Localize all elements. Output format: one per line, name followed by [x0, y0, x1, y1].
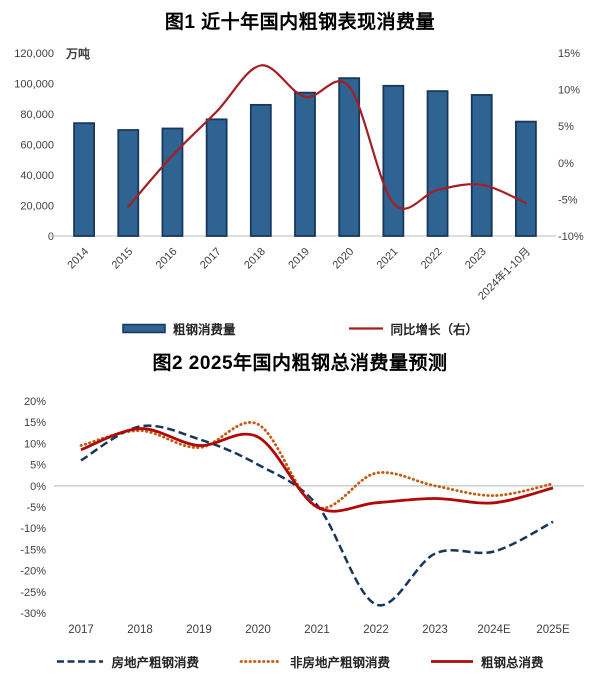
- left-axis-tick-label: 20,000: [20, 201, 54, 213]
- y-axis-tick-label: -10%: [20, 523, 46, 535]
- legend-item-crude-steel-consumption: 粗钢消费量: [122, 319, 236, 338]
- dashed-line-legend-swatch-icon: [57, 659, 104, 663]
- bar-2016: [161, 127, 184, 237]
- solid-line-legend-swatch-icon: [431, 659, 473, 663]
- figure2-title: 图2 2025年国内粗钢总消费量预测: [152, 353, 448, 374]
- legend-label: 房地产粗钢消费: [111, 655, 199, 670]
- left-axis-tick-label: 120,000: [14, 48, 54, 60]
- bar-2018: [249, 103, 272, 237]
- legend-label: 非房地产粗钢消费: [289, 655, 390, 670]
- bar-2024年1-10月: [515, 120, 537, 237]
- legend-label: 粗钢总消费: [481, 655, 544, 670]
- 非房地产粗钢消费-line: [79, 421, 555, 510]
- right-axis-tick-label: 0%: [558, 158, 574, 170]
- bar-2020: [338, 77, 361, 237]
- figure1-chart: 120,000 100,000 80,000 60,000 40,000 20,000 0 万…: [14, 46, 584, 303]
- x-axis-tick-label: 2020: [331, 246, 357, 272]
- left-axis-tick-label: 60,000: [20, 140, 54, 152]
- legend-label: 同比增长（右）: [390, 322, 479, 337]
- left-axis-tick-label: 40,000: [20, 170, 54, 182]
- y-axis-tick-label: -15%: [20, 544, 46, 556]
- x-axis-tick-label: 2020: [245, 624, 271, 636]
- x-axis-tick-label: 2015: [110, 246, 136, 272]
- y-axis-tick-label: -20%: [20, 566, 46, 578]
- bar-2014: [73, 122, 95, 237]
- bar-2017: [205, 118, 228, 237]
- y-axis-tick-label: -5%: [26, 502, 46, 514]
- y-axis-tick-label: 20%: [24, 396, 46, 408]
- legend-item-total-steel: 粗钢总消费: [430, 652, 544, 671]
- x-axis-tick-label: 2017: [198, 246, 224, 272]
- x-axis-tick-label: 2024E: [477, 624, 511, 636]
- x-axis-tick-label: 2018: [127, 624, 153, 636]
- line-legend-swatch-icon: [348, 326, 383, 330]
- legend-item-non-property-steel: 非房地产粗钢消费: [239, 652, 390, 671]
- legend-item-yoy-growth: 同比增长（右）: [348, 319, 479, 338]
- 粗钢总消费-line: [80, 427, 554, 513]
- x-axis-tick-label: 2019: [186, 624, 212, 636]
- x-axis-tick-label: 2022: [419, 246, 445, 272]
- right-axis-tick-label: -5%: [558, 194, 578, 206]
- x-axis-tick-label: 2017: [68, 624, 94, 636]
- right-axis-tick-label: 10%: [558, 85, 580, 97]
- x-axis-tick-label: 2023: [422, 624, 448, 636]
- figure2-legend: 房地产粗钢消费 非房地产粗钢消费 粗钢总消费: [0, 649, 600, 673]
- x-axis-tick-label: 2023: [463, 246, 489, 272]
- x-axis-tick-label: 2021: [375, 246, 401, 272]
- y-axis-tick-label: -30%: [20, 608, 46, 620]
- 房地产粗钢消费-line: [80, 424, 554, 607]
- bar-2019: [294, 91, 316, 237]
- y-axis-tick-label: 15%: [24, 417, 46, 429]
- figure1-legend: 粗钢消费量 同比增长（右）: [0, 317, 600, 339]
- y-axis-tick-label: 0%: [30, 481, 46, 493]
- bar-2022: [426, 90, 449, 237]
- x-axis-tick-label: 2018: [242, 246, 268, 272]
- right-axis-tick-label: 15%: [558, 48, 580, 60]
- x-axis-tick-label: 2014: [65, 246, 91, 272]
- left-axis-tick-label: 100,000: [14, 79, 54, 91]
- bar-legend-swatch-icon: [122, 323, 166, 333]
- right-axis-tick-label: -10%: [558, 231, 584, 243]
- left-axis-unit-label: 万吨: [65, 46, 90, 61]
- right-axis-tick-label: 5%: [558, 121, 574, 133]
- legend-item-property-steel: 房地产粗钢消费: [56, 652, 199, 671]
- x-axis-tick-label: 2022: [363, 624, 389, 636]
- x-axis-tick-label: 2016: [154, 246, 180, 272]
- x-axis-tick-label: 2025E: [536, 624, 570, 636]
- dotted-line-legend-swatch-icon: [239, 659, 283, 663]
- legend-label: 粗钢消费量: [172, 322, 236, 337]
- y-axis-tick-label: -25%: [20, 587, 46, 599]
- x-axis-tick-label: 2019: [286, 246, 312, 272]
- y-axis-tick-label: 5%: [30, 460, 46, 472]
- bar-2015: [117, 129, 140, 237]
- left-axis-tick-label: 0: [48, 231, 54, 243]
- yoy-growth-line: [127, 64, 527, 210]
- left-axis-tick-label: 80,000: [20, 109, 54, 121]
- figure1-title: 图1 近十年国内粗钢表现消费量: [164, 12, 436, 33]
- y-axis-tick-label: 10%: [24, 438, 46, 450]
- bar-2023: [470, 94, 493, 237]
- x-axis-tick-label: 2021: [304, 624, 330, 636]
- bar-2021: [382, 84, 405, 237]
- figure2-chart: 20% 15% 10% 5% 0% -5% -10% -15% -20% -25% -30% 2017…: [20, 396, 584, 636]
